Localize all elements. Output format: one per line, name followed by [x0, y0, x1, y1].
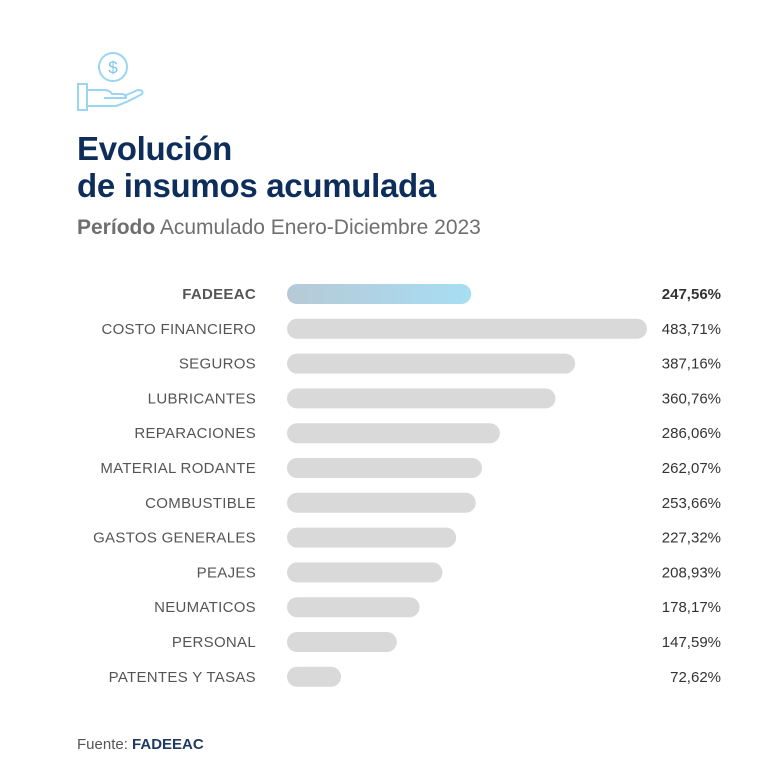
bar-reparaciones [287, 423, 500, 444]
subtitle: Período Acumulado Enero-Diciembre 2023 [77, 216, 481, 240]
value-label: 483,71% [662, 321, 721, 338]
category-label: COSTO FINANCIERO [101, 321, 256, 338]
category-label: PEAJES [197, 564, 256, 581]
value-label: 227,32% [662, 530, 721, 547]
category-label: REPARACIONES [134, 425, 256, 442]
bar-material-rodante [287, 458, 483, 478]
value-label: 208,93% [662, 564, 721, 581]
bar-peajes [287, 562, 443, 583]
category-label: GASTOS GENERALES [93, 530, 256, 547]
subtitle-label: Período [77, 216, 156, 239]
bar-seguros [287, 353, 576, 374]
bar-lubricantes [287, 388, 556, 409]
category-label: MATERIAL RODANTE [100, 460, 256, 477]
bar-chart: FADEEAC 247,56% COSTO FINANCIERO 483,71% SEG… [93, 284, 721, 687]
category-label: FADEEAC [182, 286, 256, 303]
bar-fadeeac [287, 284, 472, 304]
title-line-2: de insumos acumulada [77, 167, 436, 204]
category-label: COMBUSTIBLE [145, 495, 256, 512]
value-label: 387,16% [662, 356, 721, 373]
bar-gastos-generales [287, 527, 457, 548]
svg-text:$: $ [108, 58, 118, 77]
category-label: NEUMATICOS [154, 599, 256, 616]
bar-neumaticos [287, 597, 420, 618]
source-note: Fuente: FADEEAC [77, 736, 204, 753]
value-label: 253,66% [662, 495, 721, 512]
value-label: 147,59% [662, 634, 721, 651]
value-label: 286,06% [662, 425, 721, 442]
value-label: 247,56% [662, 286, 721, 303]
value-label: 360,76% [662, 390, 721, 407]
source-name: FADEEAC [132, 736, 204, 753]
value-label: 262,07% [662, 460, 721, 477]
category-label: SEGUROS [179, 356, 256, 373]
bar-patentes-y-tasas [287, 666, 342, 687]
category-label: LUBRICANTES [148, 390, 256, 407]
bar-costo-financiero [287, 318, 647, 339]
bar-combustible [287, 492, 476, 513]
category-label: PATENTES Y TASAS [109, 669, 256, 686]
money-hand-icon: $ [77, 52, 144, 111]
source-label: Fuente: [77, 736, 133, 753]
category-label: PERSONAL [172, 634, 256, 651]
title-line-1: Evolución [77, 130, 232, 167]
page-title: Evolución de insumos acumulada [77, 130, 436, 204]
subtitle-period: Acumulado Enero-Diciembre 2023 [155, 216, 481, 239]
value-label: 178,17% [662, 599, 721, 616]
value-label: 72,62% [670, 669, 721, 686]
bar-personal [287, 632, 397, 652]
